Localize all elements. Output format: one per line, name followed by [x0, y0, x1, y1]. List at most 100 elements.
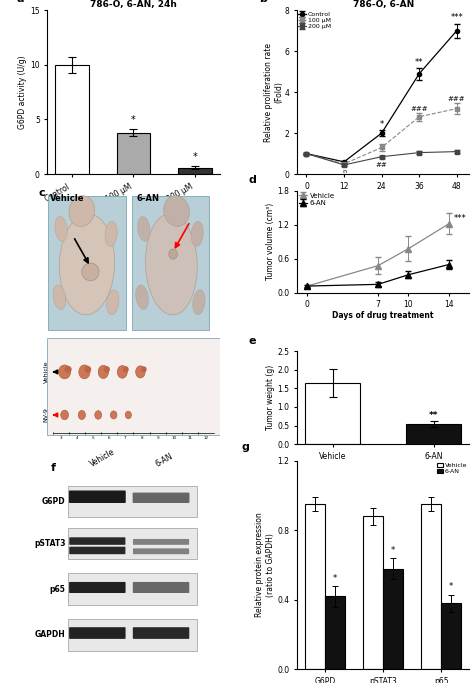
Bar	[363, 516, 383, 669]
FancyBboxPatch shape	[69, 538, 126, 545]
FancyBboxPatch shape	[133, 582, 189, 593]
Text: ***: ***	[450, 14, 463, 23]
Text: b: b	[259, 0, 267, 4]
Ellipse shape	[61, 410, 69, 420]
Text: a: a	[17, 0, 24, 4]
Text: c: c	[39, 188, 46, 198]
Text: f: f	[51, 463, 56, 473]
Ellipse shape	[137, 217, 150, 241]
Text: Vehicle: Vehicle	[44, 361, 48, 383]
Ellipse shape	[123, 366, 129, 372]
FancyBboxPatch shape	[48, 196, 126, 330]
X-axis label: Days of drug treatment: Days of drug treatment	[332, 311, 434, 320]
Bar	[305, 504, 325, 669]
Text: 3: 3	[59, 436, 62, 439]
Bar	[441, 603, 461, 669]
Bar	[421, 504, 441, 669]
Text: 6-AN: 6-AN	[137, 194, 160, 203]
Title: 786-O, 6-AN: 786-O, 6-AN	[353, 1, 414, 10]
FancyBboxPatch shape	[47, 461, 219, 669]
FancyBboxPatch shape	[133, 492, 190, 503]
Title: 786-O, 6-AN, 24h: 786-O, 6-AN, 24h	[90, 1, 177, 10]
Bar	[406, 423, 461, 444]
Ellipse shape	[82, 263, 99, 281]
Y-axis label: Tumor weight (g): Tumor weight (g)	[265, 365, 274, 430]
FancyBboxPatch shape	[68, 619, 197, 651]
Text: *: *	[131, 115, 136, 125]
Ellipse shape	[169, 249, 177, 259]
Y-axis label: Relative protein expression
(ratio to GAPDH): Relative protein expression (ratio to GA…	[255, 513, 274, 617]
Ellipse shape	[125, 411, 131, 419]
Y-axis label: G6PD activity (U/g): G6PD activity (U/g)	[18, 55, 27, 129]
FancyBboxPatch shape	[68, 486, 197, 517]
Text: n: n	[342, 169, 346, 174]
Text: 4: 4	[75, 436, 78, 439]
Bar	[117, 133, 150, 174]
Legend: Vehicle, 6-AN: Vehicle, 6-AN	[299, 193, 335, 206]
Ellipse shape	[107, 290, 119, 315]
X-axis label: Hour: Hour	[374, 192, 392, 201]
Text: p65: p65	[50, 585, 65, 594]
Text: ###: ###	[410, 106, 428, 111]
Ellipse shape	[141, 366, 146, 372]
FancyBboxPatch shape	[133, 539, 189, 545]
Ellipse shape	[117, 365, 128, 378]
FancyBboxPatch shape	[132, 196, 209, 330]
Text: 6: 6	[108, 436, 110, 439]
FancyBboxPatch shape	[68, 527, 197, 559]
Text: ##: ##	[376, 162, 387, 168]
Ellipse shape	[78, 410, 85, 419]
Ellipse shape	[55, 217, 67, 241]
Y-axis label: Tumor volume (cm³): Tumor volume (cm³)	[265, 204, 274, 281]
Text: pSTAT3: pSTAT3	[34, 539, 65, 548]
Ellipse shape	[79, 365, 90, 379]
Bar	[178, 167, 212, 174]
Ellipse shape	[53, 285, 66, 309]
Text: *: *	[380, 120, 384, 129]
Ellipse shape	[191, 221, 203, 247]
Text: *: *	[192, 152, 197, 162]
Text: 10: 10	[172, 436, 176, 439]
Text: 11: 11	[188, 436, 192, 439]
Text: **: **	[415, 57, 423, 66]
FancyBboxPatch shape	[47, 337, 219, 435]
Bar	[325, 596, 346, 669]
Legend: Control, 100 μM, 200 μM: Control, 100 μM, 200 μM	[298, 12, 331, 29]
Text: 5: 5	[91, 436, 94, 439]
Text: G6PD: G6PD	[42, 497, 65, 506]
Ellipse shape	[136, 366, 145, 378]
FancyBboxPatch shape	[69, 582, 126, 593]
Ellipse shape	[69, 196, 95, 226]
Text: d: d	[249, 175, 257, 184]
Ellipse shape	[105, 221, 117, 247]
Text: g: g	[242, 443, 250, 452]
Ellipse shape	[64, 366, 72, 373]
Text: ***: ***	[454, 214, 467, 223]
Ellipse shape	[98, 365, 109, 378]
Ellipse shape	[164, 196, 190, 226]
Bar	[55, 65, 89, 174]
Bar	[305, 383, 360, 444]
Ellipse shape	[59, 365, 71, 379]
FancyBboxPatch shape	[69, 490, 126, 503]
Text: e: e	[249, 336, 256, 346]
Ellipse shape	[59, 214, 115, 315]
Text: 6-AN: 6-AN	[154, 452, 175, 469]
Text: *: *	[333, 574, 337, 583]
Ellipse shape	[110, 411, 117, 419]
Text: Vehicle: Vehicle	[88, 447, 117, 469]
FancyBboxPatch shape	[69, 627, 126, 639]
Ellipse shape	[84, 366, 91, 373]
Text: 8: 8	[140, 436, 143, 439]
Text: *: *	[449, 583, 454, 591]
Legend: Vehicle, 6-AN: Vehicle, 6-AN	[437, 462, 467, 474]
Text: NV-9: NV-9	[44, 408, 48, 422]
Text: *: *	[391, 546, 395, 555]
Text: **: **	[429, 411, 438, 421]
Y-axis label: Relative proliferation rate
(Fold): Relative proliferation rate (Fold)	[264, 42, 283, 141]
FancyBboxPatch shape	[69, 546, 126, 554]
Text: Vehicle: Vehicle	[49, 194, 84, 203]
Ellipse shape	[104, 366, 110, 373]
Text: GAPDH: GAPDH	[35, 630, 65, 639]
Text: 9: 9	[156, 436, 159, 439]
